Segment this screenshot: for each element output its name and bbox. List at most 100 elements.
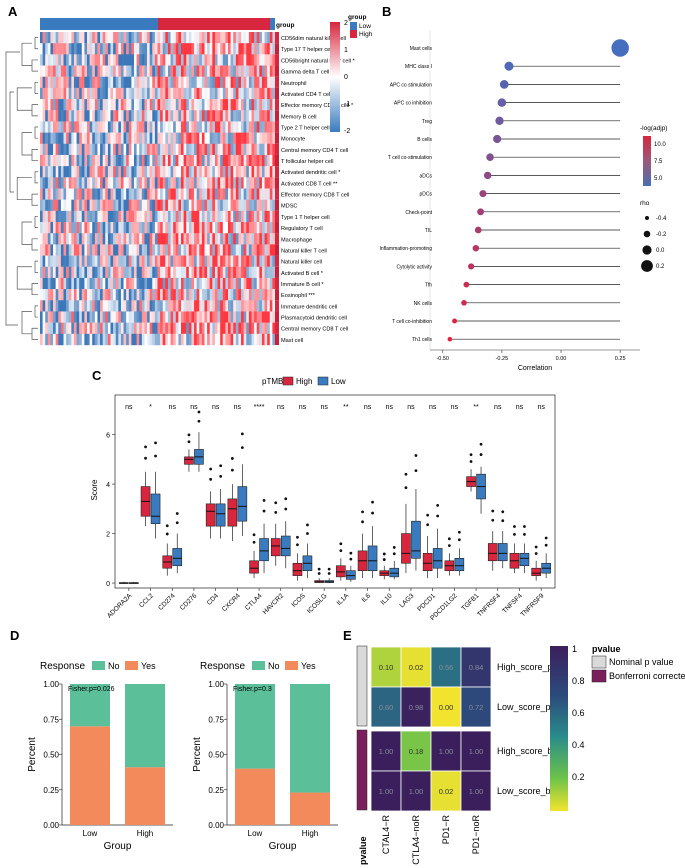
row-label: Macrophage <box>281 237 312 243</box>
cell-value: 0.84 <box>469 663 484 672</box>
outlier-point <box>317 567 321 571</box>
heatmap-cell <box>115 199 119 212</box>
outlier-point <box>361 510 364 514</box>
heatmap-cell <box>71 210 75 223</box>
heatmap-cell <box>139 154 143 167</box>
heatmap-cell <box>120 255 124 267</box>
panel-a-label: A <box>8 4 18 19</box>
heatmap-cell <box>246 143 250 156</box>
heatmap-cell <box>149 76 153 89</box>
group-bar-bonferroni <box>356 729 368 811</box>
heatmap-cell <box>235 110 239 122</box>
heatmap-cell <box>71 277 75 290</box>
heatmap-cell <box>264 300 268 312</box>
heatmap-cell <box>42 143 46 156</box>
row-group-marker <box>275 43 279 55</box>
heatmap-cell <box>87 300 90 312</box>
heatmap-cell <box>209 99 213 111</box>
heatmap-cell <box>235 76 239 89</box>
heatmap-cell <box>209 322 213 335</box>
heatmap-cell <box>89 266 93 279</box>
legend-high-label: High <box>359 31 373 38</box>
heatmap-cell <box>45 132 49 144</box>
heatmap-cell <box>105 222 109 234</box>
heatmap-cell <box>173 76 177 89</box>
heatmap-cell <box>118 300 122 312</box>
heatmap-cell <box>50 143 54 156</box>
heatmap-cell <box>128 143 132 156</box>
heatmap-cell <box>100 333 103 346</box>
heatmap-cell <box>162 177 166 189</box>
category-label: Tfh <box>425 283 432 289</box>
heatmap-cell <box>134 32 137 44</box>
outlier-point <box>296 543 299 547</box>
heatmap-cell <box>259 143 263 156</box>
heatmap-cell <box>269 300 273 312</box>
heatmap-cell <box>157 121 161 133</box>
heatmap-cell <box>267 333 271 346</box>
heatmap-cell <box>214 233 218 245</box>
heatmap-cell <box>97 266 101 279</box>
heatmap-cell <box>243 210 247 223</box>
heatmap-cell <box>261 65 265 77</box>
heatmap-cell <box>92 76 96 89</box>
heatmap-cell <box>68 43 72 55</box>
heatmap-cell <box>254 121 258 133</box>
heatmap-cell <box>113 177 117 189</box>
heatmap-cell <box>233 188 237 200</box>
box <box>411 520 421 559</box>
significance-label: **** <box>254 404 265 411</box>
heatmap-cell <box>110 177 114 189</box>
heatmap-cell <box>92 244 96 256</box>
heatmap-cell <box>207 76 211 89</box>
heatmap-cell <box>233 199 237 212</box>
heatmap-cell <box>128 154 132 167</box>
heatmap-cell <box>45 54 49 66</box>
heatmap-cell <box>97 300 101 312</box>
heatmap-cell <box>134 222 137 234</box>
heatmap-cell <box>89 65 93 77</box>
heatmap-cell <box>191 311 195 323</box>
heatmap-cell <box>92 110 96 122</box>
heatmap-cell <box>256 177 260 189</box>
heatmap-cell <box>204 177 208 189</box>
heatmap-cell <box>141 255 145 267</box>
heatmap-cell <box>251 76 255 89</box>
heatmap-cell <box>167 266 171 279</box>
heatmap-cell <box>136 43 140 55</box>
heatmap-cell <box>45 244 49 256</box>
heatmap-cell <box>272 210 276 223</box>
heatmap-cell <box>58 300 62 312</box>
heatmap-cell <box>92 311 96 323</box>
heatmap-cell <box>55 222 59 234</box>
heatmap-cell <box>76 65 80 77</box>
heatmap-cell <box>259 289 263 301</box>
heatmap-cell <box>243 277 247 290</box>
heatmap-cell <box>147 255 150 267</box>
outlier-point <box>479 442 483 446</box>
heatmap-cell <box>167 255 171 267</box>
heatmap-cell <box>58 222 62 234</box>
heatmap-cell <box>76 266 80 279</box>
heatmap-cell <box>94 110 98 122</box>
heatmap-cell <box>113 188 117 200</box>
row-group-marker <box>275 199 279 211</box>
heatmap-cell <box>71 143 75 156</box>
heatmap-cell <box>212 87 216 100</box>
heatmap-cell <box>199 311 203 323</box>
heatmap-cell <box>181 188 184 200</box>
heatmap-cell <box>60 154 64 167</box>
heatmap-cell <box>105 210 109 223</box>
heatmap-cell <box>209 222 213 234</box>
row-label: Central memory CD8 T cell <box>281 327 348 333</box>
heatmap-cell <box>154 311 158 323</box>
heatmap-cell <box>45 210 49 223</box>
bar-yes <box>70 726 110 825</box>
heatmap-cell <box>222 76 226 89</box>
boxes <box>119 410 551 584</box>
heatmap-cell <box>222 32 226 44</box>
heatmap-cell <box>126 143 130 156</box>
heatmap-cell <box>196 233 200 245</box>
heatmap-cell <box>154 177 158 189</box>
heatmap-cell <box>183 143 187 156</box>
